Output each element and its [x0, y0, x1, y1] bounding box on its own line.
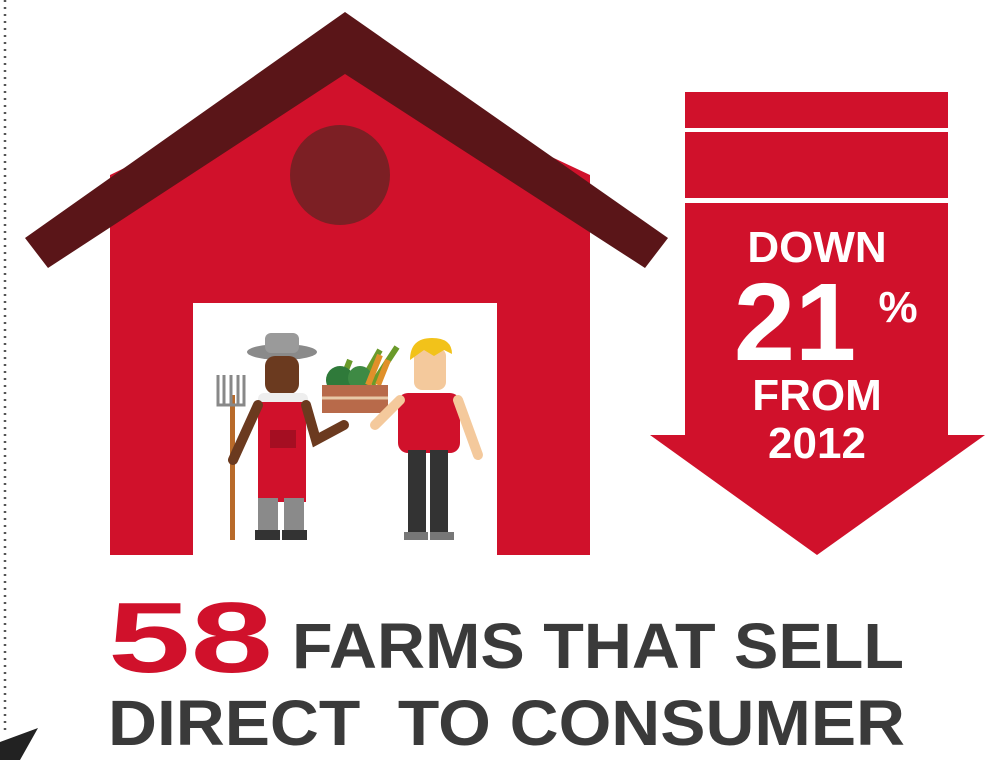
- stat-line2: DIRECT TO CONSUMER: [108, 687, 905, 759]
- change-year: 2012: [768, 419, 866, 468]
- down-arrow: [650, 92, 985, 555]
- barn-window: [290, 125, 390, 225]
- farmer: [216, 333, 349, 540]
- consumer: [370, 338, 483, 540]
- change-amount: 21: [734, 261, 856, 384]
- barn-roof: [25, 12, 668, 268]
- stat-number: 58: [108, 582, 273, 694]
- veggie-crate: [322, 345, 400, 413]
- change-unit: %: [878, 283, 917, 332]
- corner-arrow: [0, 728, 38, 760]
- change-direction: DOWN: [747, 223, 886, 272]
- change-from: FROM: [752, 371, 882, 420]
- stat-line1: FARMS THAT SELL: [292, 610, 904, 682]
